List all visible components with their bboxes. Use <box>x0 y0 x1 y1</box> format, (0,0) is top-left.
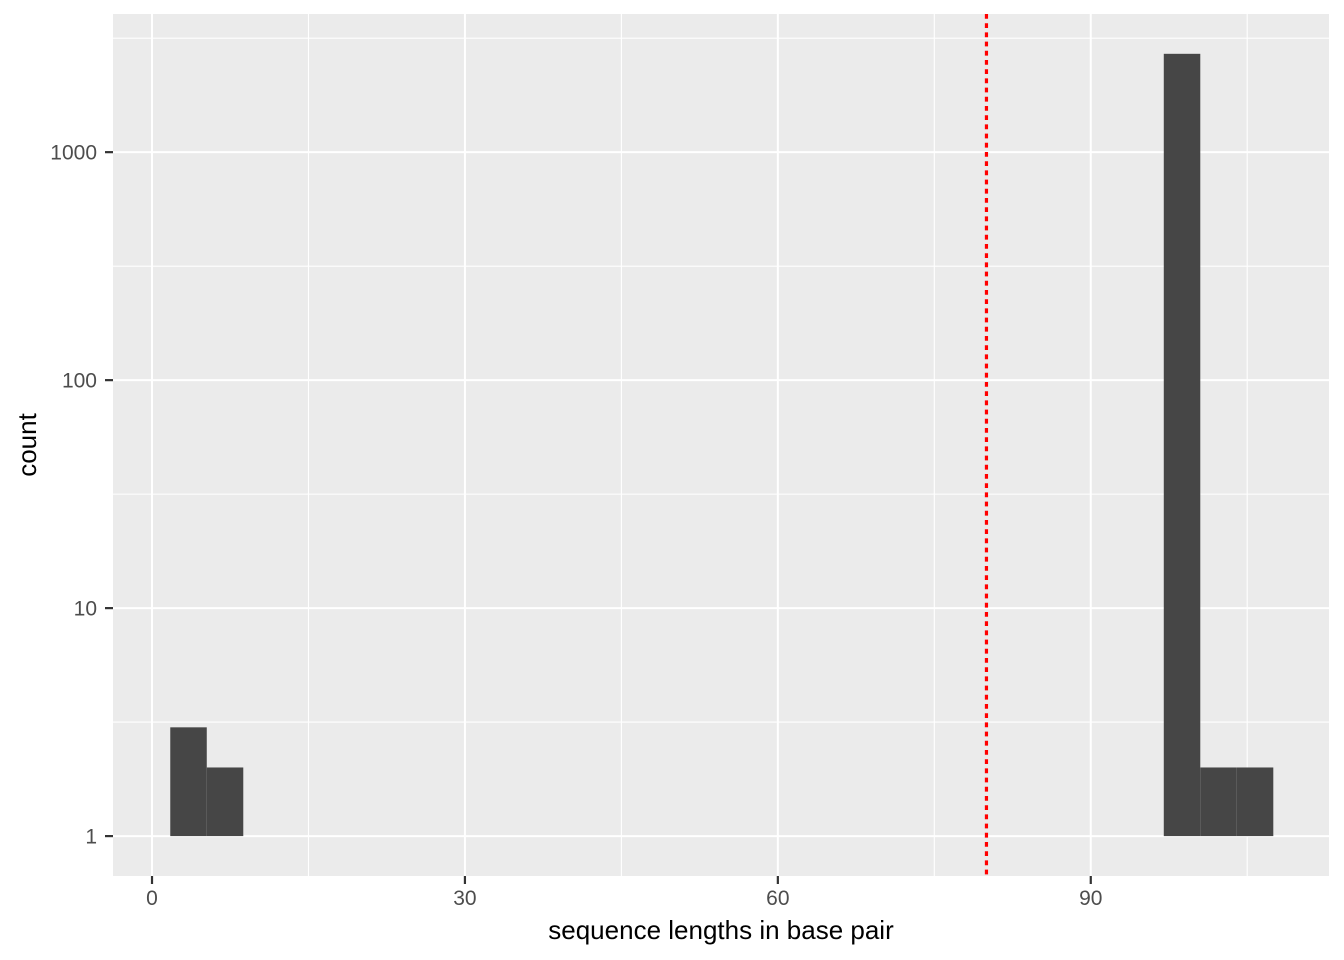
x-tick-label: 30 <box>453 887 476 910</box>
plot-panel <box>113 14 1329 876</box>
y-axis-title: count <box>12 413 42 477</box>
histogram-bar <box>1236 767 1274 837</box>
x-axis-title: sequence lengths in base pair <box>548 915 894 945</box>
y-tick-label: 1000 <box>50 142 97 165</box>
histogram-bar <box>170 727 207 837</box>
histogram-bar <box>206 767 244 837</box>
x-tick-label: 0 <box>146 887 158 910</box>
y-tick-label: 10 <box>74 597 97 620</box>
x-tick-label: 90 <box>1079 887 1102 910</box>
y-tick-label: 100 <box>62 369 97 392</box>
x-tick-label: 60 <box>766 887 789 910</box>
y-tick-label: 1 <box>85 825 97 848</box>
histogram-bar <box>1163 53 1201 837</box>
histogram-bar <box>1200 767 1237 837</box>
